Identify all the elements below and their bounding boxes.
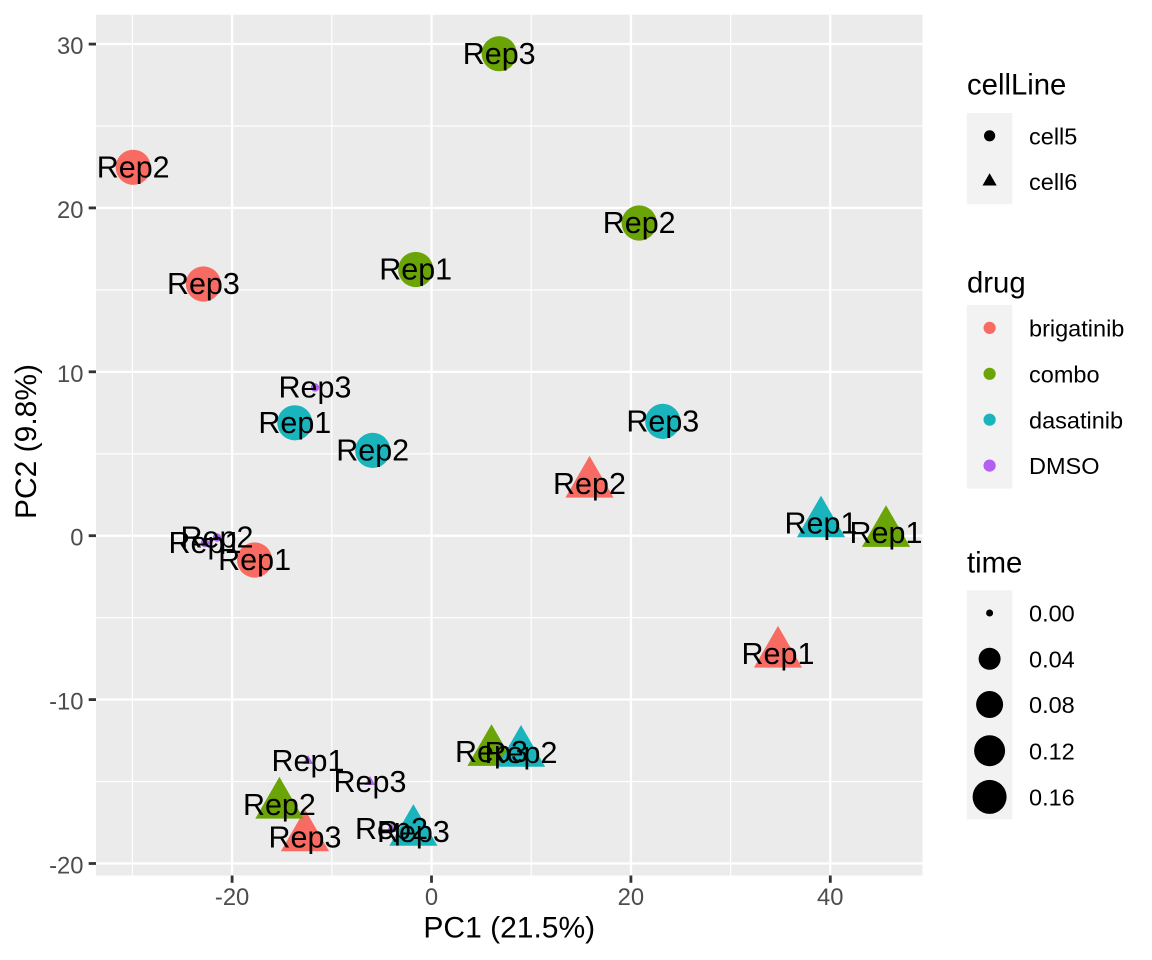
svg-text:Rep2: Rep2 xyxy=(485,736,558,770)
svg-text:-20: -20 xyxy=(215,884,249,911)
svg-text:cell5: cell5 xyxy=(1029,123,1077,149)
svg-text:Rep2: Rep2 xyxy=(553,467,626,501)
svg-text:Rep1: Rep1 xyxy=(218,543,291,577)
svg-text:Rep3: Rep3 xyxy=(167,267,240,301)
svg-text:30: 30 xyxy=(57,33,83,60)
svg-text:Rep2: Rep2 xyxy=(97,151,170,185)
svg-text:Rep1: Rep1 xyxy=(742,637,815,671)
svg-text:Rep1: Rep1 xyxy=(258,406,331,440)
svg-text:0.16: 0.16 xyxy=(1029,785,1075,811)
svg-text:0.04: 0.04 xyxy=(1029,646,1075,672)
svg-text:0: 0 xyxy=(70,525,83,552)
svg-text:Rep2: Rep2 xyxy=(603,206,676,240)
svg-text:0.12: 0.12 xyxy=(1029,738,1075,764)
svg-text:PC2 (9.8%): PC2 (9.8%) xyxy=(10,364,43,519)
svg-text:Rep3: Rep3 xyxy=(334,765,407,799)
svg-text:Rep2: Rep2 xyxy=(355,812,428,846)
svg-text:-20: -20 xyxy=(49,853,83,880)
svg-text:cell6: cell6 xyxy=(1029,169,1077,195)
svg-text:PC1 (21.5%): PC1 (21.5%) xyxy=(423,912,595,945)
svg-text:Rep3: Rep3 xyxy=(463,37,536,71)
svg-text:Rep1: Rep1 xyxy=(785,507,858,541)
svg-text:cellLine: cellLine xyxy=(967,69,1066,102)
svg-text:Rep3: Rep3 xyxy=(377,815,450,849)
svg-text:combo: combo xyxy=(1029,361,1100,387)
svg-text:20: 20 xyxy=(618,884,644,911)
svg-text:Rep2: Rep2 xyxy=(336,434,409,468)
svg-text:0.00: 0.00 xyxy=(1029,601,1075,627)
svg-text:DMSO: DMSO xyxy=(1029,453,1100,479)
svg-text:Rep1: Rep1 xyxy=(272,744,345,778)
svg-text:Rep1: Rep1 xyxy=(850,516,923,550)
svg-text:Rep3: Rep3 xyxy=(626,405,699,439)
svg-text:drug: drug xyxy=(967,267,1026,300)
svg-text:0.08: 0.08 xyxy=(1029,692,1075,718)
svg-text:-10: -10 xyxy=(49,689,83,716)
svg-text:0: 0 xyxy=(425,884,438,911)
svg-text:Rep1: Rep1 xyxy=(379,253,452,287)
svg-text:dasatinib: dasatinib xyxy=(1029,407,1123,433)
svg-text:Rep2: Rep2 xyxy=(243,788,316,822)
svg-text:brigatinib: brigatinib xyxy=(1029,316,1124,342)
svg-text:Rep3: Rep3 xyxy=(455,735,528,769)
svg-text:10: 10 xyxy=(57,361,83,388)
svg-text:Rep1: Rep1 xyxy=(169,526,242,560)
svg-text:time: time xyxy=(967,547,1022,580)
svg-text:Rep2: Rep2 xyxy=(181,521,254,555)
svg-text:Rep3: Rep3 xyxy=(269,821,342,855)
svg-text:Rep3: Rep3 xyxy=(279,371,352,405)
svg-text:20: 20 xyxy=(57,197,83,224)
svg-text:40: 40 xyxy=(817,884,843,911)
